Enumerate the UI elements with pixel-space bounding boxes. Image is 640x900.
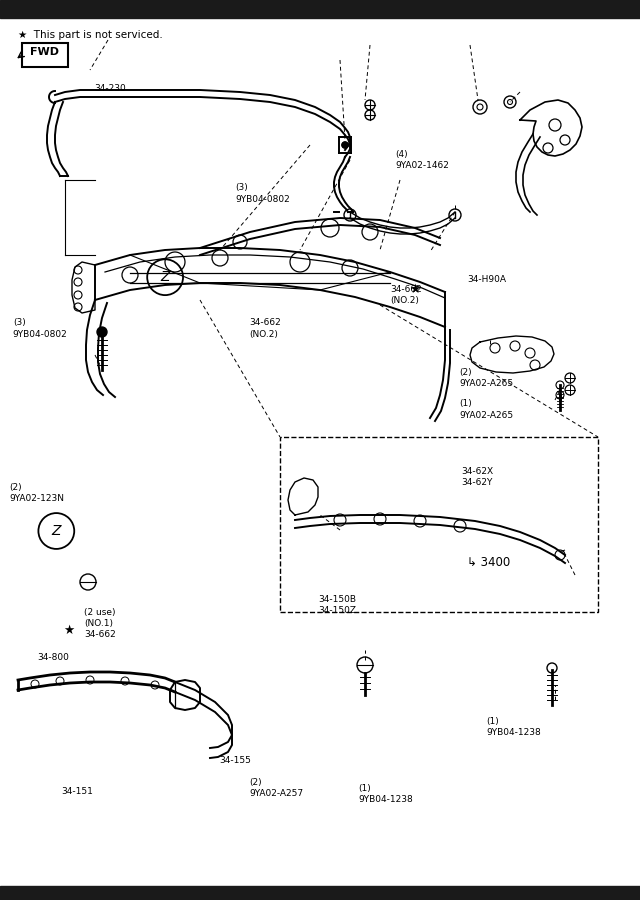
Text: 34-150B
34-150Z: 34-150B 34-150Z <box>319 595 356 615</box>
Text: (1)
9YB04-1238: (1) 9YB04-1238 <box>486 717 541 737</box>
Text: (2)
9YA02-A265: (2) 9YA02-A265 <box>460 368 514 388</box>
Text: ★: ★ <box>409 284 420 296</box>
Text: (1)
9YA02-A265: (1) 9YA02-A265 <box>460 400 514 419</box>
Text: (4)
9YA02-1462: (4) 9YA02-1462 <box>396 150 449 170</box>
Text: 34-62X
34-62Y: 34-62X 34-62Y <box>461 467 493 487</box>
Text: (1)
9YB04-1238: (1) 9YB04-1238 <box>358 784 413 804</box>
Text: 34-800: 34-800 <box>37 652 69 662</box>
Bar <box>0 0 640 18</box>
Text: Z: Z <box>52 524 61 538</box>
Text: FWD: FWD <box>30 47 60 58</box>
Circle shape <box>342 142 348 148</box>
Text: 34-155: 34-155 <box>219 756 251 765</box>
Text: (3)
9YB04-0802: (3) 9YB04-0802 <box>236 184 291 203</box>
Text: (3)
9YB04-0802: (3) 9YB04-0802 <box>13 319 68 338</box>
Text: 34-662
(NO.2): 34-662 (NO.2) <box>390 285 422 305</box>
Text: 34-230: 34-230 <box>95 84 127 93</box>
Text: ★  This part is not serviced.: ★ This part is not serviced. <box>18 30 163 40</box>
Circle shape <box>97 327 107 337</box>
Text: ↳ 3400: ↳ 3400 <box>467 556 511 569</box>
Text: (2)
9YA02-123N: (2) 9YA02-123N <box>10 483 65 503</box>
Text: Z: Z <box>161 270 170 284</box>
Text: 34-662
(NO.2): 34-662 (NO.2) <box>250 319 282 338</box>
Text: 34-151: 34-151 <box>61 788 93 796</box>
Text: ★: ★ <box>63 624 75 636</box>
Text: (2 use)
(NO.1)
34-662: (2 use) (NO.1) 34-662 <box>84 608 116 639</box>
Text: (2)
9YA02-A257: (2) 9YA02-A257 <box>250 778 304 798</box>
Text: 34-H90A: 34-H90A <box>467 274 506 284</box>
Circle shape <box>342 142 348 148</box>
Bar <box>0 886 640 900</box>
Bar <box>280 437 598 612</box>
